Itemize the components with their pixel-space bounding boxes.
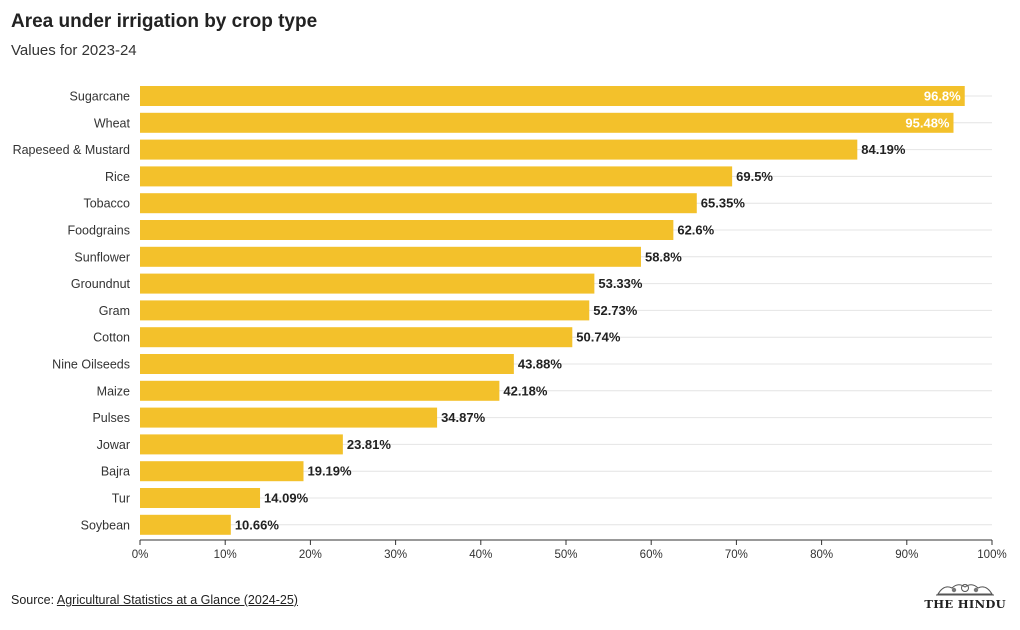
bar-chart: 0% 10% 20% 30% 40% 50% 60% 70% 80% 90% 100% Sugarca…	[13, 86, 1007, 561]
value-label: 69.5%	[736, 169, 773, 184]
category-label: Groundnut	[71, 277, 131, 291]
x-tick-label: 10%	[214, 549, 237, 561]
source-prefix: Source:	[11, 593, 57, 607]
value-label: 58.8%	[645, 249, 682, 264]
value-label: 95.48%	[905, 115, 950, 130]
value-label: 14.09%	[264, 491, 309, 506]
chart-title: Area under irrigation by crop type	[11, 11, 318, 32]
x-tick-label: 40%	[469, 549, 492, 561]
value-label: 52.73%	[593, 303, 638, 318]
bar-wheat	[140, 112, 954, 133]
x-tick-label: 100%	[977, 549, 1006, 561]
x-tick-label: 90%	[895, 549, 918, 561]
category-label: Maize	[97, 384, 130, 398]
value-label: 23.81%	[347, 437, 392, 452]
category-label: Sugarcane	[70, 90, 131, 104]
value-label: 42.18%	[503, 383, 548, 398]
category-label: Bajra	[101, 465, 130, 479]
value-label: 50.74%	[576, 330, 621, 345]
x-tick-label: 20%	[299, 549, 322, 561]
value-label: 62.6%	[677, 223, 714, 238]
category-label: Foodgrains	[67, 224, 130, 238]
value-label: 10.66%	[235, 517, 280, 532]
category-label: Jowar	[97, 438, 130, 452]
x-tick-label: 70%	[725, 549, 748, 561]
value-label: 19.19%	[307, 464, 352, 479]
category-label: Tur	[112, 492, 130, 506]
bar-pulses	[140, 407, 438, 428]
bar-tobacco	[140, 193, 697, 214]
category-label: Cotton	[93, 331, 130, 345]
category-label: Gram	[99, 304, 130, 318]
bar-sunflower	[140, 246, 641, 267]
x-tick-label: 30%	[384, 549, 407, 561]
bar-soybean	[140, 514, 231, 535]
x-tick-label: 0%	[132, 549, 149, 561]
bar-bajra	[140, 461, 304, 482]
bar-maize	[140, 380, 500, 401]
bar-rapeseed-mustard	[140, 139, 858, 160]
value-label: 65.35%	[701, 196, 746, 211]
category-label: Tobacco	[83, 197, 130, 211]
bar-nine-oilseeds	[140, 354, 514, 374]
bar-sugarcane	[140, 86, 965, 106]
bar-foodgrains	[140, 220, 674, 240]
bar-cotton	[140, 327, 573, 348]
bar-tur	[140, 488, 261, 508]
brand-name: THE HINDU	[924, 597, 1006, 611]
category-label: Soybean	[81, 518, 130, 532]
value-label: 53.33%	[598, 276, 643, 291]
value-label: 34.87%	[441, 410, 486, 425]
value-label: 43.88%	[518, 357, 563, 372]
chart-subtitle: Values for 2023-24	[11, 42, 137, 59]
x-tick-label: 60%	[640, 549, 663, 561]
bar-groundnut	[140, 273, 595, 294]
category-label: Nine Oilseeds	[52, 358, 130, 372]
category-label: Pulses	[92, 411, 130, 425]
bar-rice	[140, 166, 733, 187]
category-label: Wheat	[94, 116, 131, 130]
publisher-logo: THE HINDU	[924, 580, 1006, 611]
x-tick-label: 50%	[554, 549, 577, 561]
emblem-icon	[936, 584, 995, 596]
category-label: Sunflower	[74, 250, 130, 264]
category-label: Rice	[105, 170, 130, 184]
category-label: Rapeseed & Mustard	[13, 143, 130, 157]
value-label: 96.8%	[924, 89, 961, 104]
source-note: Source: Agricultural Statistics at a Gla…	[11, 593, 298, 607]
bar-jowar	[140, 434, 343, 455]
bar-gram	[140, 300, 590, 321]
x-tick-label: 80%	[810, 549, 833, 561]
value-label: 84.19%	[861, 142, 906, 157]
source-link[interactable]: Agricultural Statistics at a Glance (202…	[56, 593, 298, 607]
